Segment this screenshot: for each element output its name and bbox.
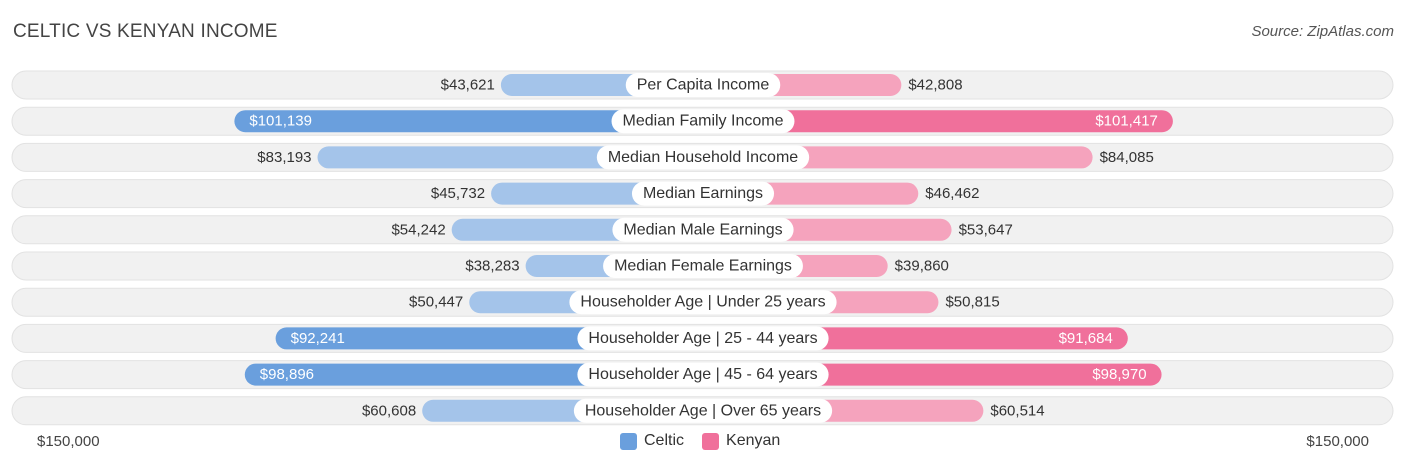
value-label-celtic: $92,241	[291, 330, 345, 347]
value-label-celtic: $50,447	[409, 294, 463, 311]
value-label-kenyan: $101,417	[1095, 113, 1158, 130]
category-label-background	[577, 362, 829, 387]
axis-label-left: $150,000	[37, 433, 100, 450]
category-label: Median Earnings	[643, 185, 763, 202]
value-label-celtic: $60,608	[362, 402, 416, 419]
value-label-kenyan: $53,647	[959, 221, 1013, 238]
value-label-kenyan: $39,860	[895, 258, 949, 275]
category-label: Median Household Income	[608, 149, 798, 166]
category-label-background	[577, 326, 829, 351]
legend-label-celtic: Celtic	[644, 432, 685, 449]
axis-label-right: $150,000	[1306, 433, 1369, 450]
category-label: Median Female Earnings	[614, 258, 792, 275]
legend-item-kenyan: Kenyan	[702, 432, 780, 450]
value-label-celtic: $38,283	[465, 258, 519, 275]
category-label-background	[573, 398, 833, 423]
category-label-background	[611, 109, 795, 134]
value-label-kenyan: $98,970	[1092, 366, 1146, 383]
legend-swatch-celtic	[620, 432, 637, 450]
category-label-background	[631, 181, 775, 206]
category-label: Per Capita Income	[637, 77, 770, 94]
legend-label-kenyan: Kenyan	[726, 432, 781, 449]
value-label-celtic: $54,242	[391, 221, 445, 238]
legend: Celtic Kenyan	[620, 432, 790, 450]
legend-swatch-kenyan	[702, 432, 720, 450]
value-label-kenyan: $84,085	[1100, 149, 1154, 166]
bar-kenyan	[703, 110, 1173, 133]
category-label: Householder Age | Over 65 years	[585, 402, 821, 419]
income-comparison-chart: $43,621 $42,808 Per Capita Income $101,139 $…	[11, 70, 1394, 426]
category-label-background	[612, 217, 794, 242]
value-label-celtic: $83,193	[257, 149, 311, 166]
value-label-kenyan: $60,514	[990, 402, 1044, 419]
category-label: Householder Age | Under 25 years	[580, 294, 825, 311]
value-label-celtic: $101,139	[249, 113, 312, 130]
category-label-background	[625, 73, 781, 97]
legend-item-celtic: Celtic	[620, 432, 684, 450]
category-label: Median Male Earnings	[623, 221, 782, 238]
value-label-celtic: $43,621	[441, 77, 495, 94]
value-label-celtic: $98,896	[260, 366, 314, 383]
category-label-background	[569, 290, 837, 315]
value-label-kenyan: $50,815	[945, 294, 999, 311]
value-label-kenyan: $91,684	[1059, 330, 1113, 347]
bar-celtic	[234, 110, 704, 133]
value-label-kenyan: $46,462	[925, 185, 979, 202]
category-label: Median Family Income	[623, 113, 784, 130]
category-label: Householder Age | 25 - 44 years	[588, 330, 817, 347]
category-label-background	[596, 145, 810, 170]
chart-title: CELTIC VS KENYAN INCOME	[13, 21, 278, 42]
value-label-celtic: $45,732	[431, 185, 485, 202]
source-label: Source: ZipAtlas.com	[1251, 23, 1394, 40]
category-label-background	[603, 254, 803, 278]
category-label: Householder Age | 45 - 64 years	[588, 366, 817, 383]
value-label-kenyan: $42,808	[908, 77, 962, 94]
